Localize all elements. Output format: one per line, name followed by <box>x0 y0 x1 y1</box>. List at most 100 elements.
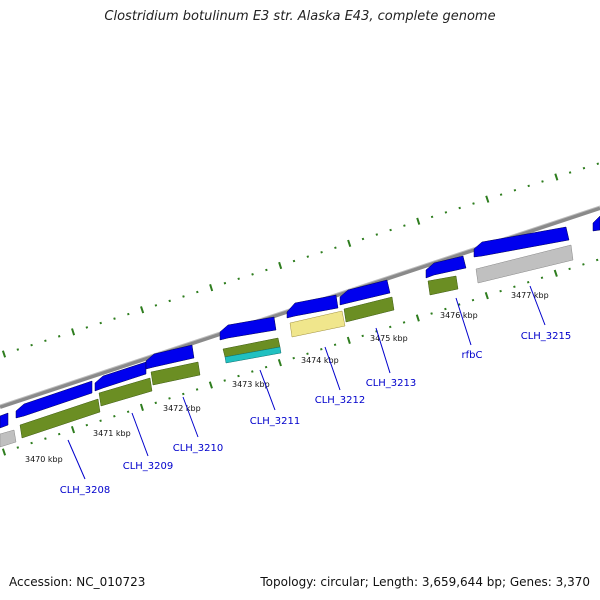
tick-mark <box>553 269 558 277</box>
cds-bar-olive[interactable] <box>98 377 153 407</box>
tick-mark <box>168 397 171 400</box>
tick-mark <box>513 188 517 192</box>
gene-arrow[interactable] <box>473 226 570 258</box>
cds-bar-pale-yellow[interactable] <box>289 310 346 338</box>
tick-mark <box>168 299 171 303</box>
gene-arrow[interactable] <box>15 380 93 419</box>
cds-bar-olive[interactable] <box>150 361 201 386</box>
tick-mark <box>237 374 240 378</box>
gene-arrow[interactable] <box>425 255 467 279</box>
tick-mark <box>513 285 516 289</box>
gene-label-clh-3213[interactable]: CLH_3213 <box>366 378 417 389</box>
gene-arrow[interactable] <box>0 412 9 429</box>
outer-tick-ring <box>1 162 600 358</box>
tick-mark <box>154 401 158 405</box>
tick-mark <box>126 410 130 414</box>
tick-mark <box>16 348 20 351</box>
tick-mark <box>264 365 268 369</box>
tick-mark <box>595 258 599 262</box>
cds-bar-gray[interactable] <box>475 244 574 284</box>
tick-mark <box>334 246 337 250</box>
tick-mark <box>71 328 76 336</box>
cds-bar-cyan[interactable] <box>224 346 282 364</box>
tick-mark <box>139 403 144 411</box>
tick-mark <box>44 339 47 343</box>
tick-mark <box>527 184 530 188</box>
tick-mark <box>1 350 7 358</box>
tick-mark <box>251 370 254 373</box>
tick-mark <box>85 326 89 329</box>
tick-mark <box>415 314 420 322</box>
tick-mark <box>388 325 392 329</box>
tick-mark <box>196 290 199 294</box>
tick-mark <box>320 250 323 254</box>
tick-mark <box>416 217 421 225</box>
tick-mark <box>346 336 351 344</box>
gene-label-clh-3212[interactable]: CLH_3212 <box>315 395 366 406</box>
tick-mark <box>361 334 364 338</box>
genome-summary-text: Topology: circular; Length: 3,659,644 bp… <box>260 575 590 589</box>
gene-label-clh-3211[interactable]: CLH_3211 <box>250 416 301 427</box>
tick-mark <box>306 352 309 356</box>
tick-mark <box>457 303 461 306</box>
tick-mark <box>140 306 145 314</box>
tick-mark <box>292 356 295 360</box>
gene-label-clh-3215[interactable]: CLH_3215 <box>521 331 572 342</box>
tick-mark <box>444 211 448 214</box>
cds-bar-olive[interactable] <box>19 398 101 439</box>
cds-bar-gray[interactable] <box>0 429 17 448</box>
tick-mark <box>347 239 352 248</box>
tick-mark <box>389 228 392 232</box>
tick-mark <box>582 263 585 266</box>
tick-mark <box>57 335 61 338</box>
tick-mark <box>237 277 240 281</box>
tick-mark <box>223 281 227 285</box>
tick-mark <box>113 317 116 320</box>
tick-mark <box>70 425 76 434</box>
gene-arrow[interactable] <box>219 316 277 341</box>
tick-mark <box>541 180 544 183</box>
tick-mark <box>278 261 283 270</box>
gene-label-clh-3208[interactable]: CLH_3208 <box>60 485 111 496</box>
kbp-label: 3476 kbp <box>440 311 478 320</box>
inner-tick-ring <box>1 258 599 456</box>
tick-mark <box>57 432 61 436</box>
tick-mark <box>182 392 185 396</box>
gene-arrow[interactable] <box>94 361 147 392</box>
tick-mark <box>471 298 475 302</box>
tick-mark <box>333 343 337 347</box>
kbp-label: 3471 kbp <box>93 429 131 438</box>
gene-arrow[interactable] <box>592 215 600 232</box>
tick-mark <box>44 437 47 440</box>
tick-mark <box>596 162 600 166</box>
kbp-label: 3473 kbp <box>232 380 270 389</box>
gene-label-rfbc[interactable]: rfbC <box>462 350 483 361</box>
tick-mark <box>472 202 475 205</box>
tick-mark <box>375 330 378 333</box>
gene-arrow[interactable] <box>286 294 339 319</box>
kbp-label: 3475 kbp <box>370 334 408 343</box>
tick-mark <box>195 388 199 391</box>
kbp-label: 3470 kbp <box>25 455 63 464</box>
cds-bar-olive[interactable] <box>427 275 459 296</box>
tick-mark <box>499 193 503 196</box>
tick-mark <box>208 381 213 389</box>
gene-label-leaders <box>67 285 546 480</box>
tick-mark <box>292 259 296 263</box>
gene-arrow[interactable] <box>339 279 391 306</box>
cds-bar-olive[interactable] <box>343 296 395 323</box>
genome-title: Clostridium botulinum E3 str. Alaska E43… <box>104 9 496 24</box>
tick-mark <box>499 289 502 293</box>
tick-mark <box>568 171 572 174</box>
tick-mark <box>430 312 433 315</box>
tick-mark <box>209 284 214 292</box>
gene-label-clh-3210[interactable]: CLH_3210 <box>173 443 224 454</box>
tick-mark <box>113 414 116 418</box>
kbp-label: 3477 kbp <box>511 291 549 300</box>
tick-mark <box>306 255 310 258</box>
tick-mark <box>99 419 102 423</box>
tick-mark <box>402 321 406 324</box>
gene-arrow[interactable] <box>145 344 195 370</box>
gene-label-clh-3209[interactable]: CLH_3209 <box>123 461 174 472</box>
